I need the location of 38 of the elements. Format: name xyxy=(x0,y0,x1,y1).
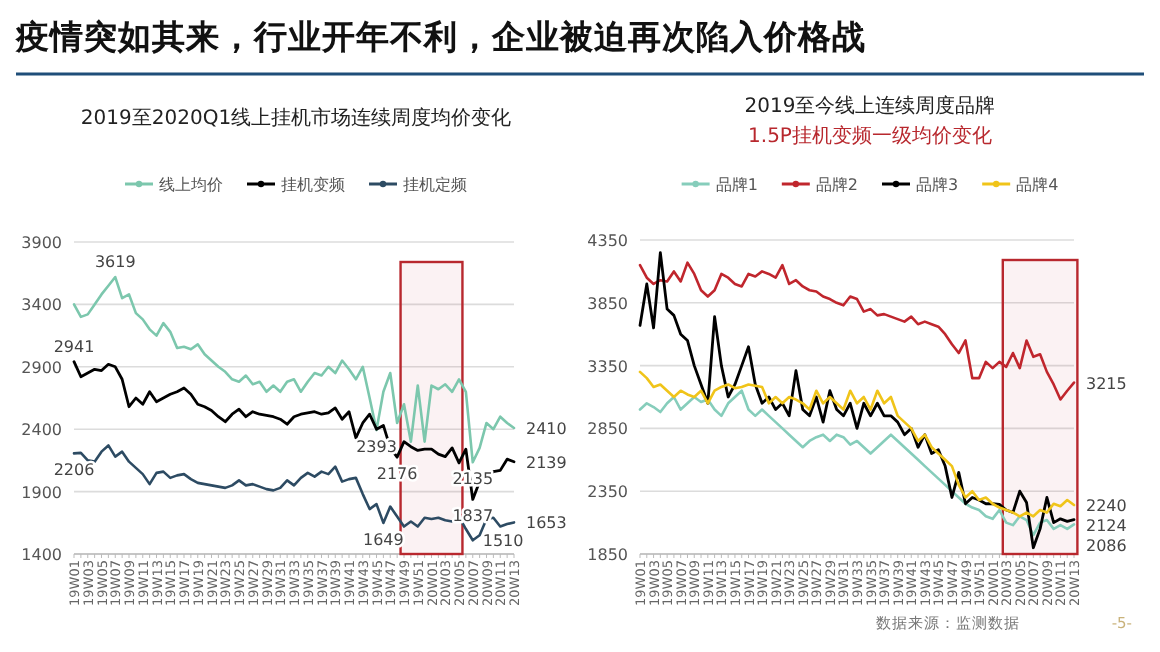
data-label: 3619 xyxy=(94,253,136,272)
y-tick-label: 3850 xyxy=(587,294,628,313)
data-label: 3215 xyxy=(1086,374,1127,393)
y-tick-label: 2400 xyxy=(21,421,62,440)
legend-label: 品牌4 xyxy=(1016,176,1059,194)
data-label: 1653 xyxy=(526,514,567,533)
legend-label: 线上均价 xyxy=(159,176,223,194)
y-tick-label: 2850 xyxy=(587,420,628,439)
legend-label: 品牌2 xyxy=(815,176,858,194)
y-tick-label: 3900 xyxy=(21,234,62,252)
data-label: 2410 xyxy=(526,419,567,438)
chart-subtitle: 1.5P挂机变频一级均价变化 xyxy=(748,124,992,148)
legend-label: 品牌3 xyxy=(916,176,959,194)
y-tick-label: 4350 xyxy=(587,232,628,250)
line-series xyxy=(638,389,1076,537)
y-tick-label: 3400 xyxy=(21,296,62,315)
y-tick-label: 1850 xyxy=(587,546,628,564)
data-label: 2206 xyxy=(53,461,95,480)
data-label: 2941 xyxy=(53,337,95,356)
data-label: 2240 xyxy=(1086,497,1127,516)
line-series xyxy=(638,370,1076,518)
data-label: 2086 xyxy=(1086,537,1127,556)
legend-label: 挂机变频 xyxy=(281,176,345,194)
y-tick-label: 1400 xyxy=(21,546,62,564)
y-tick-label: 2350 xyxy=(587,483,628,502)
chart-title: 2019至2020Q1线上挂机市场连续周度均价变化 xyxy=(80,106,512,130)
data-label: 2124 xyxy=(1086,517,1127,536)
data-label: 1510 xyxy=(482,532,524,551)
text: 疫情突如其来，行业开年不利，企业被迫再次陷入价格战 xyxy=(14,18,866,56)
y-tick-label: 2900 xyxy=(21,358,62,377)
line-series xyxy=(638,261,1076,401)
legend-label: 挂机定频 xyxy=(403,176,467,194)
y-tick-label: 3350 xyxy=(587,357,628,376)
legend-label: 品牌1 xyxy=(715,176,758,194)
line-series xyxy=(638,251,1076,550)
y-tick-label: 1900 xyxy=(21,483,62,502)
chart-title: 2019至今线上连续周度品牌 xyxy=(744,94,996,118)
data-label: 2139 xyxy=(526,453,567,472)
